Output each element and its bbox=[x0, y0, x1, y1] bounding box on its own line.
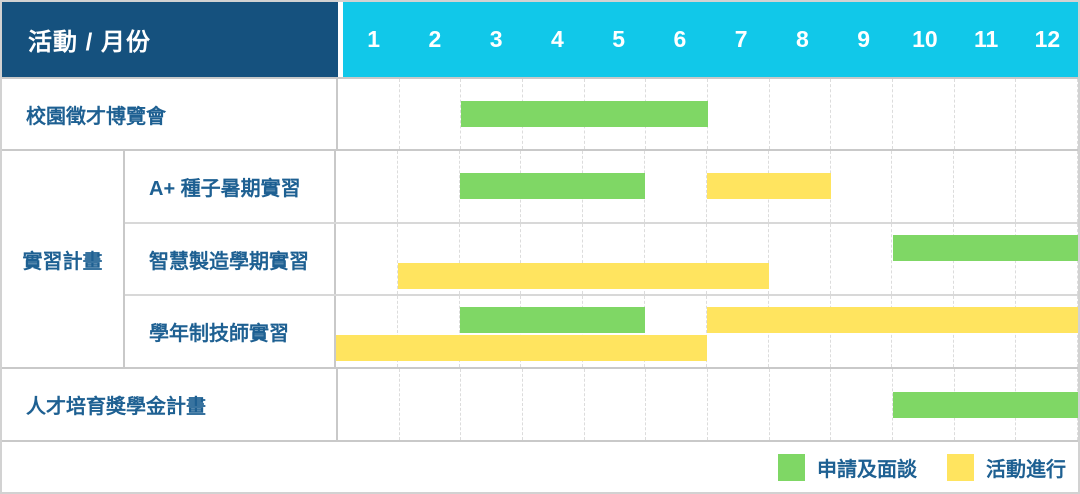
month-grid-cell bbox=[707, 223, 769, 295]
month-grid-cell bbox=[583, 223, 646, 295]
month-grid-cell bbox=[398, 223, 460, 295]
month-grid-cell bbox=[831, 223, 893, 295]
activity-label: 學年制技師實習 bbox=[125, 296, 336, 368]
month-grid-cell bbox=[336, 223, 398, 295]
activity-sub-row: 學年制技師實習 bbox=[125, 294, 1078, 368]
activity-sub-row: 智慧製造學期實習 bbox=[125, 221, 1078, 295]
month-grid-cell bbox=[645, 151, 707, 222]
month-grid-cell bbox=[770, 79, 832, 149]
month-header-cell: 3 bbox=[489, 26, 503, 52]
activity-label: 智慧製造學期實習 bbox=[125, 223, 336, 295]
month-grid-cell bbox=[770, 369, 832, 440]
month-grid-cell bbox=[336, 151, 398, 222]
month-grid-cell bbox=[1016, 79, 1078, 149]
activity-group-band: 實習計畫 A+ 種子暑期實習 智慧製造學期實習 學年制技師實習 bbox=[2, 149, 1078, 368]
legend-swatch-yellow bbox=[947, 453, 974, 481]
month-grid-cell bbox=[338, 79, 400, 149]
corner-header-cell: 活動 / 月份 bbox=[2, 2, 338, 77]
month-grid-cell bbox=[769, 223, 831, 295]
legend-swatch-green bbox=[778, 453, 805, 481]
gantt-bar-green bbox=[461, 101, 708, 127]
gantt-bar-yellow bbox=[397, 262, 769, 289]
month-grid-cell bbox=[398, 151, 460, 222]
month-grid-cell bbox=[521, 223, 584, 295]
row-timeline bbox=[338, 79, 1078, 149]
month-grid-cell bbox=[336, 296, 398, 368]
month-grid-cell bbox=[398, 296, 460, 368]
gantt-bar-green bbox=[459, 307, 646, 334]
month-grid-cell bbox=[831, 151, 893, 222]
row-timeline bbox=[338, 369, 1078, 440]
month-grid-cell bbox=[645, 296, 707, 368]
group-sub-rows: A+ 種子暑期實習 智慧製造學期實習 學年制技師實習 bbox=[125, 151, 1078, 368]
gantt-bar-yellow bbox=[336, 335, 707, 362]
activity-label: 人才培育獎學金計畫 bbox=[2, 369, 338, 440]
month-header-cell: 9 bbox=[857, 26, 871, 52]
header-divider-gap bbox=[338, 2, 343, 77]
month-grid-cell bbox=[646, 369, 709, 440]
month-header-strip: 1 2 3 4 5 6 7 8 9 10 11 12 bbox=[343, 2, 1078, 77]
month-grid-cell bbox=[645, 223, 707, 295]
legend-label: 活動進行 bbox=[986, 458, 1066, 481]
activity-sub-row: A+ 種子暑期實習 bbox=[125, 151, 1078, 222]
month-grid-cell bbox=[400, 369, 462, 440]
group-label: 實習計畫 bbox=[2, 151, 125, 367]
month-grid-cell bbox=[400, 79, 462, 149]
month-grid-cell bbox=[892, 151, 955, 222]
row-timeline bbox=[336, 151, 1078, 222]
row-timeline bbox=[336, 223, 1078, 295]
corner-header-label: 活動 / 月份 bbox=[28, 29, 152, 56]
month-grid-cell bbox=[1016, 151, 1078, 222]
activity-label: A+ 種子暑期實習 bbox=[125, 151, 336, 222]
month-grid-cell bbox=[338, 369, 400, 440]
gantt-body: 校園徵才博覽會 實習計畫 A+ 種子暑期實習 智慧製造學期實習 學年制技師實習 人才培育獎… bbox=[2, 77, 1078, 440]
month-grid-cell bbox=[523, 369, 585, 440]
month-grid-cell bbox=[460, 223, 522, 295]
activity-label: 校園徵才博覽會 bbox=[2, 79, 338, 149]
month-header-cell: 10 bbox=[912, 26, 938, 52]
month-grid-cell bbox=[893, 79, 955, 149]
row-timeline bbox=[336, 296, 1078, 368]
month-header-cell: 6 bbox=[673, 26, 687, 52]
month-grid-cell bbox=[585, 369, 647, 440]
activity-band: 人才培育獎學金計畫 bbox=[2, 367, 1078, 440]
month-header-cell: 7 bbox=[734, 26, 748, 52]
gantt-bar-yellow bbox=[707, 307, 1078, 334]
legend-item: 申請及面談 bbox=[778, 453, 917, 482]
month-header-cell: 2 bbox=[428, 26, 442, 52]
month-grid-cell bbox=[955, 79, 1017, 149]
month-grid-cell bbox=[831, 369, 894, 440]
activity-band: 校園徵才博覽會 bbox=[2, 77, 1078, 149]
month-header-cell: 5 bbox=[612, 26, 626, 52]
month-grid-cell bbox=[708, 369, 770, 440]
month-grid-cell bbox=[708, 79, 770, 149]
month-grid-cell bbox=[954, 151, 1017, 222]
gantt-bar-green bbox=[893, 391, 1078, 418]
month-header-cell: 12 bbox=[1034, 26, 1061, 52]
month-header-cell: 4 bbox=[550, 26, 564, 52]
table-header-row: 活動 / 月份 1 2 3 4 5 6 7 8 9 10 11 12 bbox=[2, 2, 1078, 77]
legend-label: 申請及面談 bbox=[817, 458, 917, 481]
gantt-bar-green bbox=[892, 234, 1078, 261]
legend: 申請及面談 活動進行 bbox=[2, 440, 1078, 492]
gantt-bar-green bbox=[459, 173, 646, 200]
month-header-cell: 1 bbox=[367, 26, 381, 52]
gantt-bar-yellow bbox=[707, 173, 831, 200]
month-header-cell: 11 bbox=[973, 26, 999, 52]
month-header-cell: 8 bbox=[795, 26, 809, 52]
month-grid-cell bbox=[831, 79, 894, 149]
month-grid-cell bbox=[461, 369, 524, 440]
legend-item: 活動進行 bbox=[947, 453, 1066, 482]
